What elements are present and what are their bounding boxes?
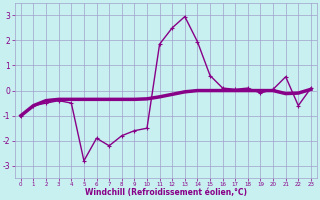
X-axis label: Windchill (Refroidissement éolien,°C): Windchill (Refroidissement éolien,°C): [85, 188, 247, 197]
